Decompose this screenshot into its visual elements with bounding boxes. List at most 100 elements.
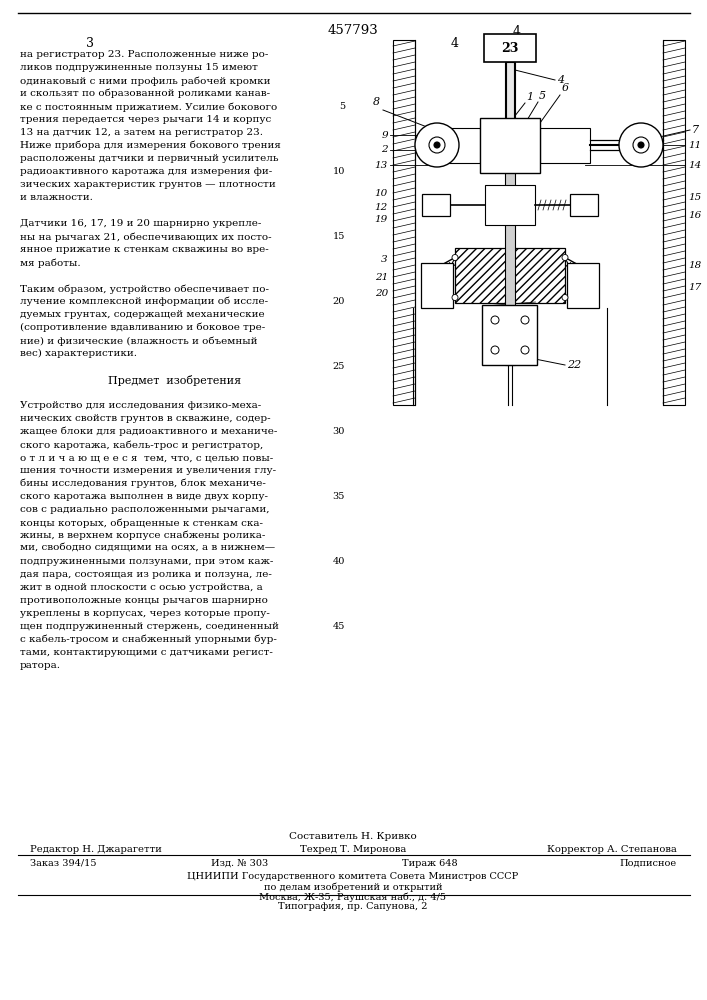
Text: ского каротажа выполнен в виде двух корпу-: ского каротажа выполнен в виде двух корп… [20,492,268,501]
Text: 4: 4 [451,37,459,50]
Text: 40: 40 [332,557,345,566]
Text: 13 на датчик 12, а затем на регистратор 23.: 13 на датчик 12, а затем на регистратор … [20,128,263,137]
Text: 10: 10 [375,188,388,198]
Text: тами, контактирующими с датчиками регист-: тами, контактирующими с датчиками регист… [20,648,273,657]
Text: нических свойств грунтов в скважине, содер-: нических свойств грунтов в скважине, сод… [20,414,271,423]
Circle shape [491,316,499,324]
Bar [502,156,518,159]
Bar [430,127,480,162]
Text: 16: 16 [688,211,701,220]
Text: 3: 3 [86,37,94,50]
Bar [502,120,518,123]
Text: с кабель-тросом и снабженный упорными бур-: с кабель-тросом и снабженный упорными бу… [20,635,277,645]
Text: щен подпружиненный стержень, соединенный: щен подпружиненный стержень, соединенный [20,622,279,631]
Bar [497,211,523,214]
Text: 30: 30 [332,427,345,436]
Text: 22: 22 [567,360,581,370]
Text: 1: 1 [526,92,533,102]
Text: 14: 14 [688,160,701,169]
Text: концы которых, обращенные к стенкам ска-: концы которых, обращенные к стенкам ска- [20,518,263,528]
Circle shape [562,254,568,260]
Text: бины исследования грунтов, блок механиче-: бины исследования грунтов, блок механиче… [20,479,266,488]
Text: дуемых грунтах, содержащей механические: дуемых грунтах, содержащей механические [20,310,264,319]
Bar [506,62,514,130]
Circle shape [562,294,568,300]
Bar [497,207,523,210]
Text: 8: 8 [373,97,380,107]
Text: 12: 12 [375,202,388,212]
Bar [480,117,540,172]
Text: Таким образом, устройство обеспечивает по-: Таким образом, устройство обеспечивает п… [20,284,269,294]
Bar [502,144,518,147]
Bar [502,128,518,131]
Bar [422,194,450,216]
Bar [502,140,518,143]
Circle shape [429,137,445,153]
Bar [485,185,535,225]
Text: ние) и физические (влажность и объемный: ние) и физические (влажность и объемный [20,336,257,346]
Text: 25: 25 [332,362,345,371]
Text: жины, в верхнем корпусе снабжены ролика-: жины, в верхнем корпусе снабжены ролика- [20,531,265,540]
Circle shape [491,346,499,354]
Text: по делам изобретений и открытий: по делам изобретений и открытий [264,883,443,892]
Bar [455,247,565,302]
Text: 18: 18 [688,260,701,269]
Text: Москва, Ж-35, Раушская наб., д. 4/5: Москва, Ж-35, Раушская наб., д. 4/5 [259,892,447,902]
Bar [502,124,518,127]
Text: одинаковый с ними профиль рабочей кромки: одинаковый с ними профиль рабочей кромки [20,76,271,86]
Text: ны на рычагах 21, обеспечивающих их посто-: ны на рычагах 21, обеспечивающих их пост… [20,232,271,241]
Circle shape [633,137,649,153]
Text: радиоактивного каротажа для измерения фи-: радиоактивного каротажа для измерения фи… [20,167,272,176]
Bar [497,203,523,206]
Text: Типография, пр. Сапунова, 2: Типография, пр. Сапунова, 2 [279,902,428,911]
Bar [484,34,536,62]
Text: ликов подпружиненные ползуны 15 имеют: ликов подпружиненные ползуны 15 имеют [20,63,258,72]
Circle shape [452,254,458,260]
Bar [505,62,515,365]
Bar [497,215,523,218]
Text: о т л и ч а ю щ е е с я  тем, что, с целью повы-: о т л и ч а ю щ е е с я тем, что, с цель… [20,453,273,462]
Text: ке с постоянным прижатием. Усилие бокового: ке с постоянным прижатием. Усилие боково… [20,102,277,111]
Text: трения передается через рычаги 14 и корпус: трения передается через рычаги 14 и корп… [20,115,271,124]
Text: Тираж 648: Тираж 648 [402,859,458,868]
Text: Техред Т. Миронова: Техред Т. Миронова [300,845,407,854]
Text: и влажности.: и влажности. [20,193,93,202]
Text: Редактор Н. Джарагетти: Редактор Н. Джарагетти [30,845,162,854]
Text: 6: 6 [562,83,569,93]
Text: укреплены в корпусах, через которые пропу-: укреплены в корпусах, через которые проп… [20,609,270,618]
Text: 20: 20 [375,288,388,298]
Text: 35: 35 [332,492,345,501]
Text: Устройство для исследования физико-меха-: Устройство для исследования физико-меха- [20,401,262,410]
Text: лучение комплексной информации об иссле-: лучение комплексной информации об иссле- [20,297,268,306]
Circle shape [638,142,644,148]
Text: сов с радиально расположенными рычагами,: сов с радиально расположенными рычагами, [20,505,269,514]
Text: 2: 2 [381,145,388,154]
Text: ми, свободно сидящими на осях, а в нижнем—: ми, свободно сидящими на осях, а в нижне… [20,544,275,553]
Text: 7: 7 [692,125,699,135]
Text: ЦНИИПИ Государственного комитета Совета Министров СССР: ЦНИИПИ Государственного комитета Совета … [187,872,519,881]
Text: 4: 4 [513,25,521,38]
Bar [502,136,518,139]
Text: Изд. № 303: Изд. № 303 [211,859,269,868]
Text: 45: 45 [332,622,345,631]
Text: вес) характеристики.: вес) характеристики. [20,349,137,358]
Bar [497,187,523,190]
Bar [502,148,518,151]
Circle shape [452,294,458,300]
Text: Ниже прибора для измерения бокового трения: Ниже прибора для измерения бокового трен… [20,141,281,150]
Text: 19: 19 [375,216,388,225]
Text: 5: 5 [339,102,345,111]
Circle shape [521,316,529,324]
Text: 21: 21 [375,272,388,282]
Bar [570,194,598,216]
Bar [502,152,518,155]
Bar [497,219,523,222]
Text: 23: 23 [501,41,519,54]
Text: 20: 20 [332,297,345,306]
Bar [567,262,599,308]
Text: на регистратор 23. Расположенные ниже ро-: на регистратор 23. Расположенные ниже ро… [20,50,269,59]
Text: 11: 11 [688,140,701,149]
Text: 15: 15 [688,192,701,202]
Text: жащее блоки для радиоактивного и механиче-: жащее блоки для радиоактивного и механич… [20,427,277,436]
Text: мя работы.: мя работы. [20,258,81,267]
